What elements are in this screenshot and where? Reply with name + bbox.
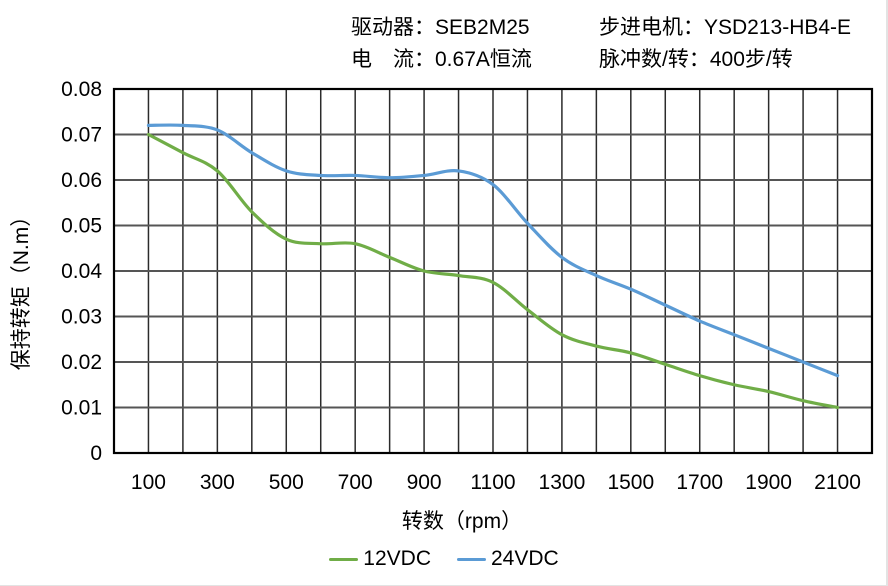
chart-gridlines: [112, 87, 874, 455]
x-tick-label: 1900: [745, 471, 792, 494]
legend-line-12vdc-icon: [329, 557, 359, 561]
curve-12vdc: [146, 132, 840, 410]
x-tick-label: 700: [338, 471, 373, 494]
y-tick-label: 0.07: [61, 124, 102, 147]
y-tick-label: 0.08: [61, 78, 102, 101]
x-tick-label: 1100: [470, 471, 515, 494]
x-tick-label: 900: [407, 471, 442, 494]
legend-label-24vdc: 24VDC: [491, 547, 559, 570]
stepper-motor-label: 步进电机：YSD213-HB4-E: [599, 16, 852, 39]
chart-tick-labels: 100 300 500 700 900 1100 1300 1500 1700 1900 2100 0…: [61, 78, 861, 494]
x-axis-title: 转数（rpm）: [402, 510, 522, 533]
pulses-per-rev-label: 脉冲数/转：400步/转: [599, 48, 793, 71]
driver-label: 驱动器：SEB2M25: [351, 16, 530, 39]
legend: 12VDC 24VDC: [0, 545, 886, 573]
chart-curves: [146, 123, 840, 410]
legend-line-24vdc-icon: [457, 557, 486, 561]
current-label: 电 流：0.67A恒流: [351, 48, 532, 71]
y-tick-label: 0.02: [61, 351, 102, 374]
y-tick-label: 0.05: [61, 215, 102, 238]
y-tick-label: 0.03: [61, 306, 102, 329]
x-tick-label: 500: [269, 471, 304, 494]
x-tick-label: 1500: [607, 471, 654, 494]
x-tick-label: 2100: [814, 471, 861, 494]
y-tick-label: 0.01: [61, 397, 102, 420]
curve-24vdc: [146, 123, 840, 378]
y-tick-label: 0: [90, 442, 102, 465]
legend-label-12vdc: 12VDC: [363, 547, 431, 570]
y-axis-title: 保持转矩（N.m）: [10, 206, 33, 371]
x-tick-label: 300: [200, 471, 235, 494]
y-tick-label: 0.04: [61, 260, 102, 283]
torque-speed-chart: 100 300 500 700 900 1100 1300 1500 1700 1900 2100 0…: [10, 78, 874, 533]
y-tick-label: 0.06: [61, 169, 102, 192]
x-tick-label: 1300: [539, 471, 586, 494]
plot-border: [112, 87, 874, 455]
x-tick-label: 100: [131, 471, 166, 494]
legend-item-24vdc: 24VDC: [457, 547, 559, 571]
legend-item-12vdc: 12VDC: [329, 547, 431, 571]
x-tick-label: 1700: [676, 471, 723, 494]
